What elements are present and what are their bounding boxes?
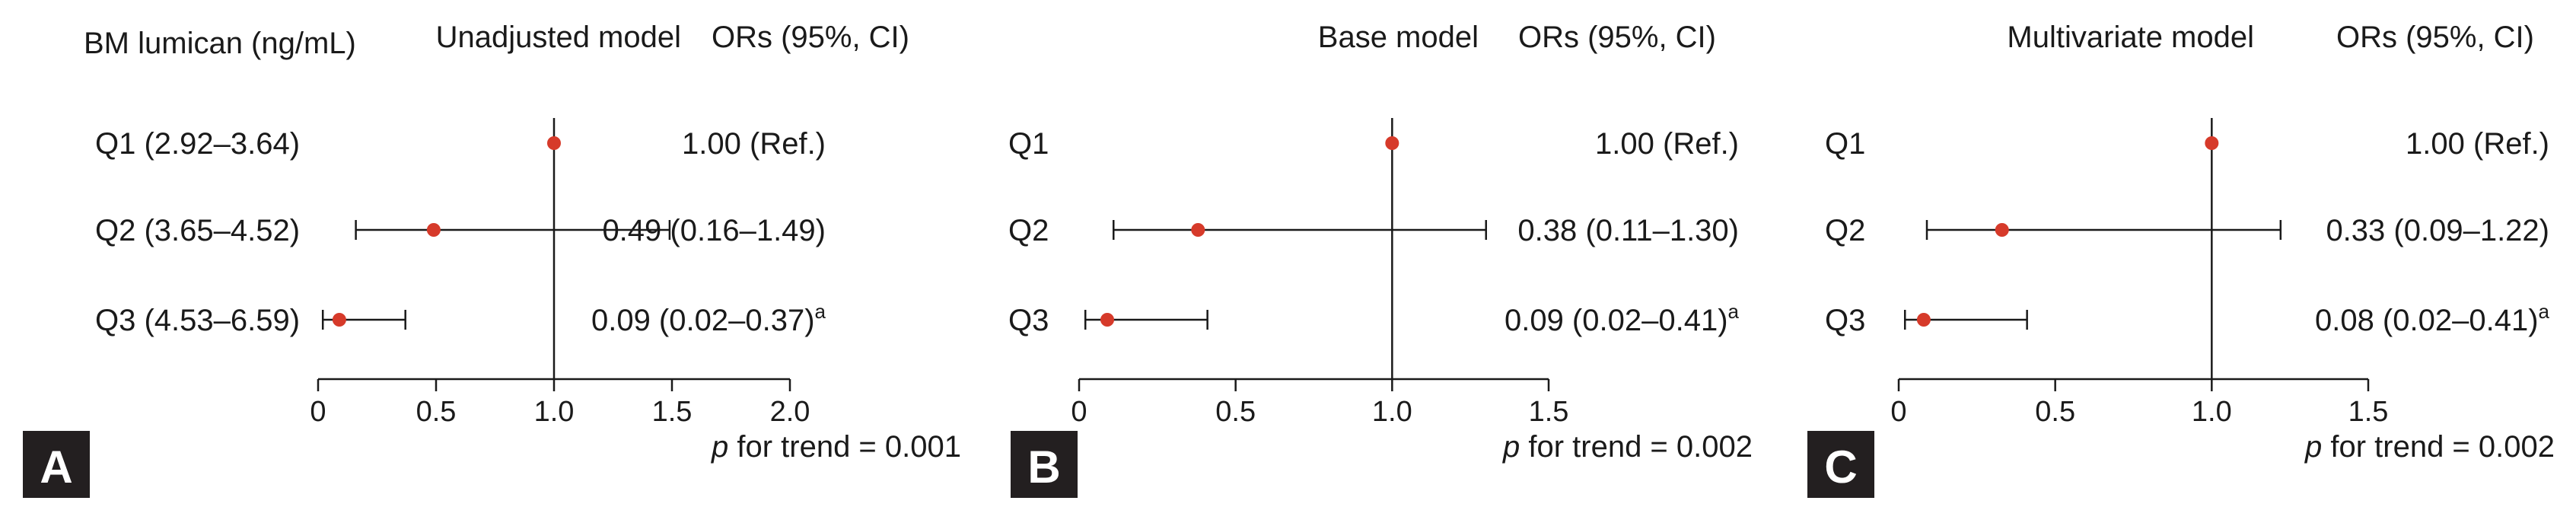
x-tick-label: 1.0 — [2192, 396, 2232, 428]
panel-badge — [1807, 431, 1874, 498]
ors-header: ORs (95%, CI) — [1518, 21, 1716, 54]
trend-text: p for trend = 0.001 — [711, 430, 961, 464]
or-value: 0.09 (0.02–0.41)a — [1505, 300, 1740, 337]
or-value: 1.00 (Ref.) — [2406, 127, 2549, 161]
x-tick-label: 1.0 — [1372, 396, 1412, 428]
x-tick-label: 1.0 — [534, 396, 575, 428]
or-value: 0.09 (0.02–0.37)a — [591, 300, 826, 337]
panel-label: B — [1027, 442, 1060, 493]
row-label: Q2 (3.65–4.52) — [95, 214, 300, 247]
row-label: Q1 (2.92–3.64) — [95, 127, 300, 161]
or-value: 0.49 (0.16–1.49) — [602, 214, 826, 247]
or-value: 1.00 (Ref.) — [1595, 127, 1739, 161]
row-label: Q1 — [1825, 127, 1865, 161]
point-estimate — [1385, 136, 1399, 150]
row-label: Q3 (4.53–6.59) — [95, 304, 300, 337]
point-estimate — [2205, 136, 2219, 150]
x-tick-label: 0.5 — [1215, 396, 1256, 428]
panels: Unadjusted model ORs (95%, CI) 0 0.5 1.0 1.5 2… — [23, 21, 2555, 498]
point-estimate — [1100, 313, 1115, 327]
forest-panel-a: Unadjusted model ORs (95%, CI) 0 0.5 1.0 1.5 2… — [23, 21, 961, 498]
point-estimate — [1995, 223, 2009, 237]
row-label: Q1 — [1008, 127, 1049, 161]
panel-label: A — [40, 442, 72, 493]
row-header: BM lumican (ng/mL) — [84, 27, 356, 60]
x-tick-label: 1.5 — [1529, 396, 1569, 428]
point-estimate — [1191, 223, 1205, 237]
or-value: 0.08 (0.02–0.41)a — [2315, 300, 2550, 337]
panel-title: Base model — [1318, 21, 1479, 54]
panel-title: Multivariate model — [2007, 21, 2254, 54]
panel-title: Unadjusted model — [436, 21, 681, 54]
row-label: Q2 — [1008, 214, 1049, 247]
trend-text: p for trend = 0.002 — [2304, 430, 2555, 464]
point-estimate — [332, 313, 346, 327]
ors-header: ORs (95%, CI) — [2336, 21, 2534, 54]
or-value: 0.38 (0.11–1.30) — [1517, 214, 1739, 247]
x-tick-label: 1.5 — [652, 396, 693, 428]
trend-text: p for trend = 0.002 — [1502, 430, 1753, 464]
panel-badge — [23, 431, 90, 498]
or-value: 1.00 (Ref.) — [682, 127, 826, 161]
x-tick-label: 0.5 — [416, 396, 457, 428]
x-tick-label: 2.0 — [770, 396, 810, 428]
forest-panel-c: Multivariate model ORs (95%, CI) 0 0.5 1.0 1.… — [1807, 21, 2555, 498]
x-tick-label: 1.5 — [2348, 396, 2389, 428]
panel-label: C — [1824, 442, 1857, 493]
x-tick-label: 0 — [310, 396, 326, 428]
point-estimate — [426, 223, 441, 237]
x-tick-label: 0.5 — [2035, 396, 2075, 428]
or-value: 0.33 (0.09–1.22) — [2326, 214, 2549, 247]
panel-badge — [1011, 431, 1078, 498]
point-estimate — [547, 136, 561, 150]
ors-header: ORs (95%, CI) — [712, 21, 909, 54]
point-estimate — [1916, 313, 1931, 327]
x-tick-label: 0 — [1890, 396, 1906, 428]
row-label: Q2 — [1825, 214, 1865, 247]
row-label: Q3 — [1008, 304, 1049, 337]
forest-panel-b: Base model ORs (95%, CI) 0 0.5 1.0 1.5 Q1 1.00 … — [1008, 21, 1753, 498]
row-label: Q3 — [1825, 304, 1865, 337]
x-tick-label: 0 — [1071, 396, 1087, 428]
